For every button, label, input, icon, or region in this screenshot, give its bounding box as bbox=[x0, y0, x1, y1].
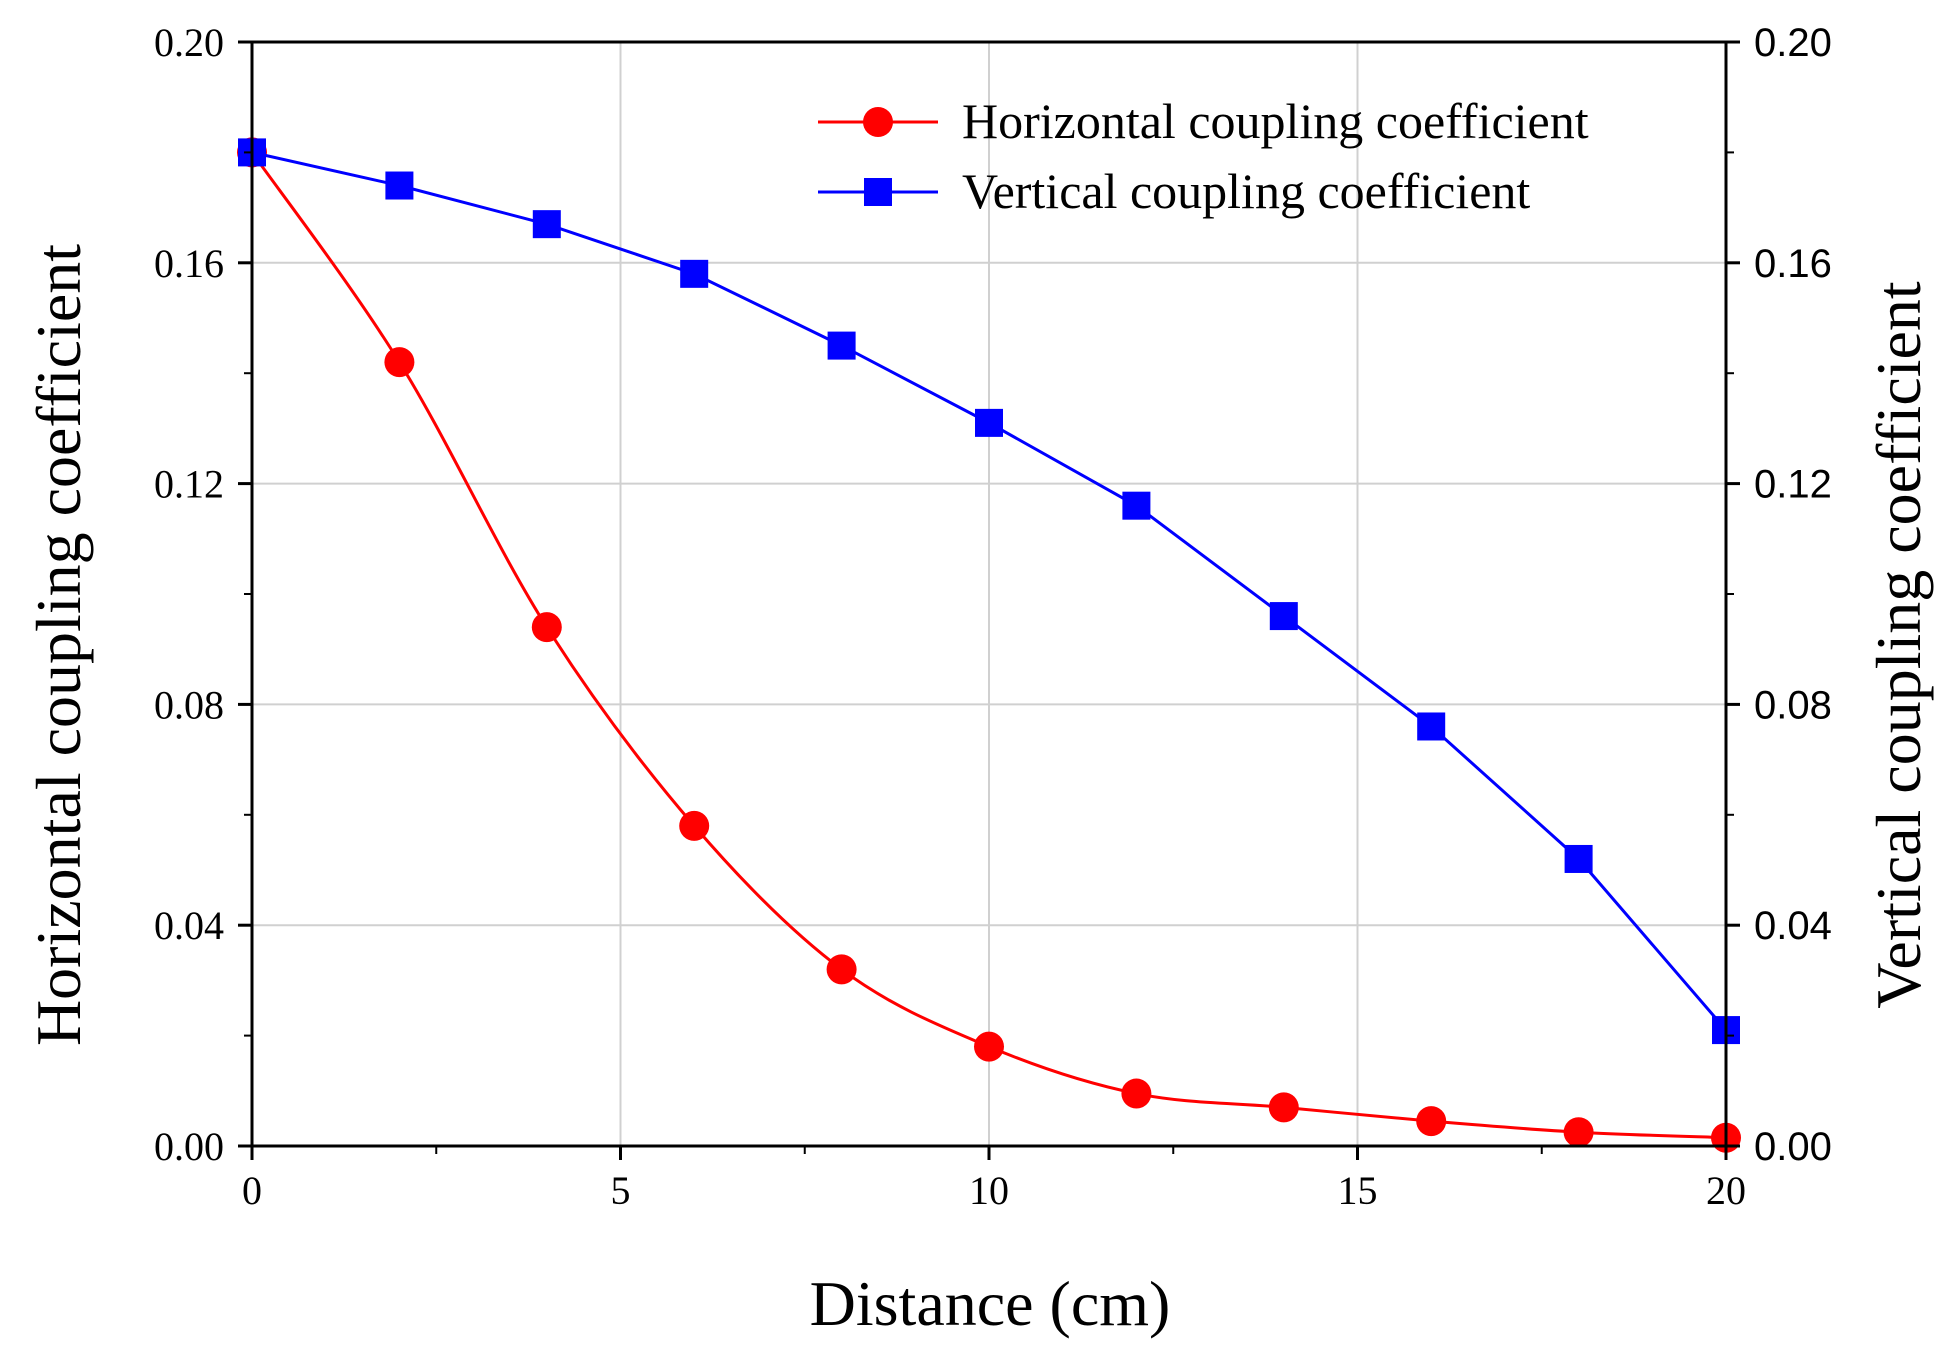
series-layer bbox=[237, 137, 1741, 1153]
ticks: 0 5 10 15 200.00 0.000.04 0.040.08 0.080.12 0.12… bbox=[154, 20, 1832, 1213]
right-y-tick-label: 0.08 bbox=[1754, 683, 1832, 727]
point-horizontal bbox=[826, 954, 857, 985]
x-tick-label: 10 bbox=[969, 1168, 1009, 1213]
point-vertical bbox=[385, 171, 414, 200]
right-y-tick-label: 0.20 bbox=[1754, 21, 1832, 65]
point-horizontal bbox=[384, 347, 415, 378]
point-vertical bbox=[975, 408, 1003, 437]
x-tick-label: 0 bbox=[242, 1168, 262, 1213]
point-horizontal bbox=[679, 810, 710, 841]
right-y-tick-label: 0.12 bbox=[1754, 463, 1832, 507]
x-tick-label: 20 bbox=[1706, 1168, 1746, 1213]
point-vertical bbox=[532, 210, 561, 239]
legend: Horizontal coupling coefficient Vertical… bbox=[818, 93, 1589, 219]
left-y-tick-label: 0.04 bbox=[154, 903, 224, 948]
point-vertical bbox=[1122, 491, 1151, 520]
left-y-axis-title: Horizontal coupling coefficient bbox=[23, 244, 94, 1046]
x-tick-label: 15 bbox=[1338, 1168, 1378, 1213]
point-horizontal bbox=[1563, 1117, 1594, 1148]
x-axis-title: Distance (cm) bbox=[810, 1268, 1171, 1339]
series-line-horizontal bbox=[250, 151, 1727, 1140]
point-horizontal bbox=[531, 612, 562, 643]
left-y-tick-label: 0.20 bbox=[154, 20, 224, 65]
point-vertical bbox=[827, 331, 856, 360]
legend-marker-vertical bbox=[864, 178, 892, 206]
left-y-tick-label: 0.00 bbox=[154, 1124, 224, 1169]
point-horizontal bbox=[1268, 1092, 1299, 1123]
right-y-tick-label: 0.16 bbox=[1754, 242, 1832, 286]
point-vertical bbox=[680, 259, 709, 288]
right-y-axis-title: Vertical coupling coefficient bbox=[1863, 281, 1934, 1009]
legend-label-vertical: Vertical coupling coefficient bbox=[962, 163, 1530, 219]
point-vertical bbox=[1417, 712, 1446, 741]
point-vertical bbox=[1269, 602, 1298, 631]
x-tick-label: 5 bbox=[611, 1168, 631, 1213]
left-y-tick-label: 0.12 bbox=[154, 462, 224, 507]
legend-label-horizontal: Horizontal coupling coefficient bbox=[962, 93, 1589, 149]
point-horizontal bbox=[1121, 1078, 1152, 1109]
right-y-tick-label: 0.00 bbox=[1754, 1125, 1832, 1169]
left-y-tick-label: 0.08 bbox=[154, 682, 224, 727]
left-y-tick-label: 0.16 bbox=[154, 241, 224, 286]
legend-marker-horizontal bbox=[863, 107, 893, 137]
grid bbox=[252, 42, 1726, 1146]
point-horizontal bbox=[974, 1031, 1004, 1062]
right-y-tick-label: 0.04 bbox=[1754, 904, 1832, 948]
point-horizontal bbox=[1416, 1106, 1447, 1137]
point-vertical bbox=[1564, 844, 1593, 873]
